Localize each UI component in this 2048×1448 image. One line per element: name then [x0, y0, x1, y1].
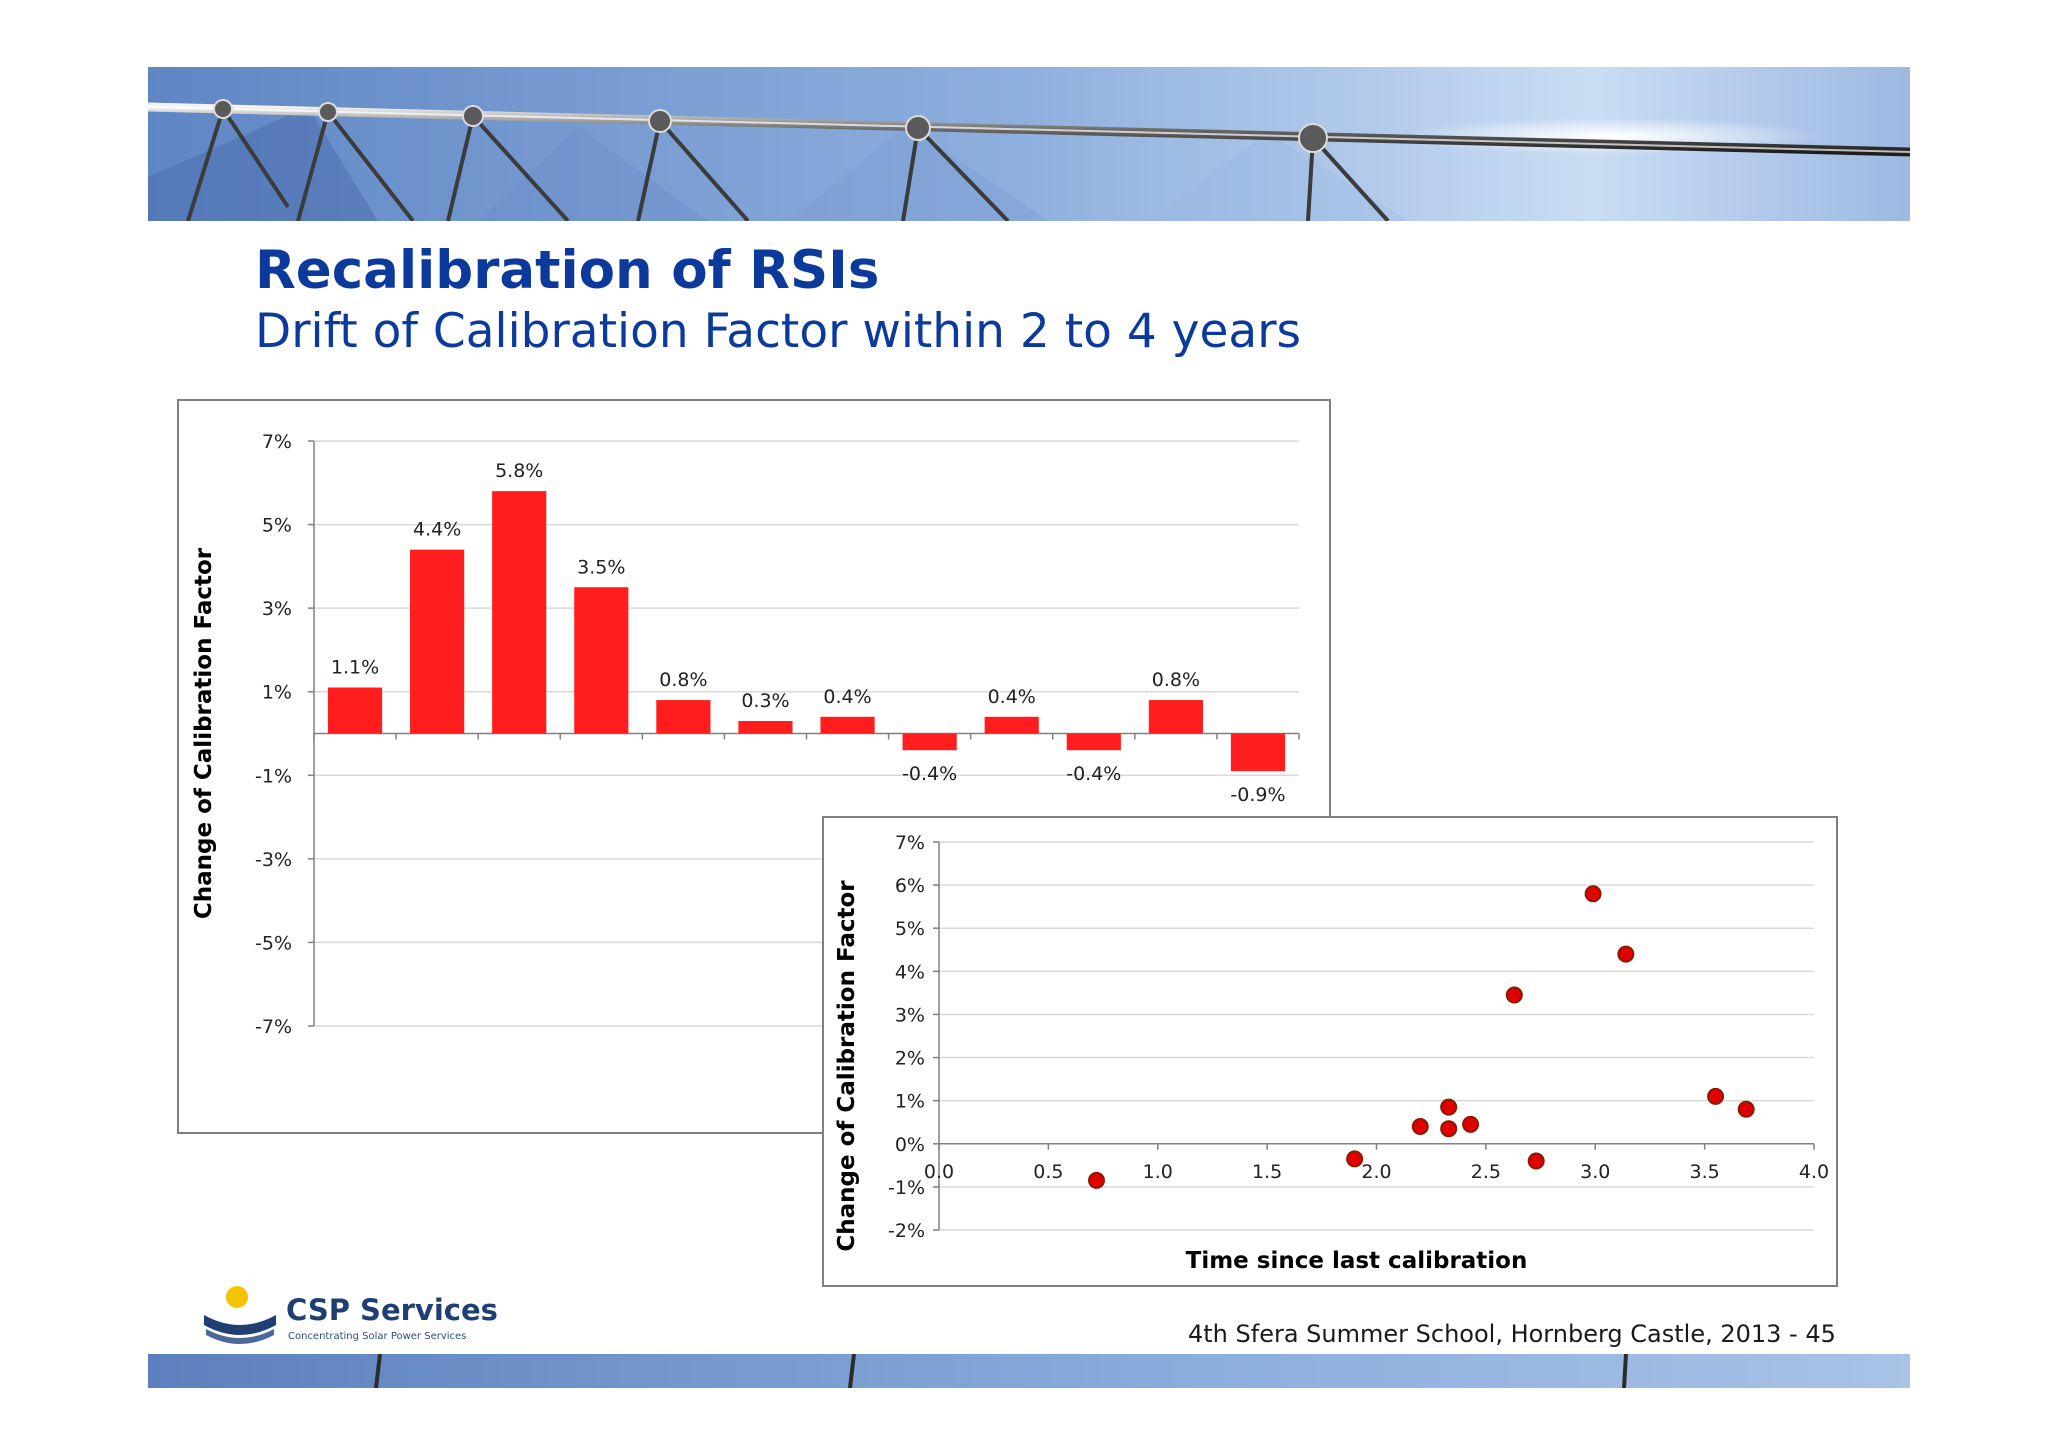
bar-data-label: 0.8%: [1152, 669, 1200, 691]
scatter-y-tick-label: 4%: [895, 961, 925, 983]
scatter-point: [1617, 945, 1635, 963]
header-banner-photo: [148, 67, 1910, 221]
scatter-y-tick-label: 2%: [895, 1048, 925, 1070]
bar: [327, 687, 383, 734]
bar-data-label: 0.4%: [988, 686, 1036, 708]
bar-data-label: 0.4%: [823, 686, 871, 708]
scatter-y-tick-label: -2%: [888, 1220, 925, 1242]
scatter-y-tick-label: 1%: [895, 1091, 925, 1113]
bar: [656, 700, 711, 734]
bar-y-tick-label: -5%: [255, 932, 292, 954]
bar-y-tick-label: -1%: [255, 765, 292, 787]
scatter-point: [1707, 1087, 1725, 1105]
bar: [820, 716, 875, 734]
bar-data-label: 4.4%: [413, 519, 461, 541]
scatter-point: [1462, 1115, 1480, 1133]
scatter-chart: 7% 6% 5% 4% 3% 2% 1% 0% -1% -2% 0.0 0.5 1.0 1.5 2.0 2.5…: [834, 832, 1829, 1274]
scatter-y-tick-label: 5%: [895, 918, 925, 940]
bar: [902, 733, 957, 751]
bar-y-tick-label: 1%: [262, 682, 292, 704]
scatter-point: [1505, 986, 1523, 1004]
bar-y-tick-label: 5%: [262, 515, 292, 537]
bar-data-label: -0.4%: [902, 763, 957, 785]
bar-data-label: -0.4%: [1066, 763, 1121, 785]
scatter-y-tick-label: -1%: [888, 1177, 925, 1199]
slide-subtitle: Drift of Calibration Factor within 2 to …: [255, 304, 1302, 359]
scatter-chart-panel: 7% 6% 5% 4% 3% 2% 1% 0% -1% -2% 0.0 0.5 1.0 1.5 2.0 2.5…: [822, 816, 1838, 1287]
scatter-y-tick-label: 7%: [895, 832, 925, 854]
bar: [738, 720, 793, 734]
scatter-point: [1584, 885, 1602, 903]
bar-data-label: 1.1%: [331, 657, 379, 679]
scatter-y-tick-label: 3%: [895, 1004, 925, 1026]
scatter-x-tick-label: 3.5: [1690, 1161, 1720, 1183]
scatter-x-tick-label: 1.5: [1252, 1161, 1282, 1183]
bar: [1148, 700, 1203, 734]
slide-title: Recalibration of RSIs: [255, 240, 880, 301]
scatter-x-tick-label: 0.0: [924, 1161, 954, 1183]
scatter-x-tick-label: 0.5: [1033, 1161, 1063, 1183]
bar: [1230, 733, 1286, 772]
bar-chart: 7% 5% 3% 1% -1% -3% -5% -7% 1.1% 4.4% 5.8% 3.5% 0.8%…: [191, 431, 1300, 1038]
scatter-x-tick-label: 3.0: [1580, 1161, 1610, 1183]
scatter-x-axis-title: Time since last calibration: [1186, 1248, 1528, 1274]
sun-over-dish-icon: [204, 1286, 276, 1344]
logo-tagline: Concentrating Solar Power Services: [288, 1331, 467, 1342]
scatter-point: [1440, 1098, 1458, 1116]
footer-strip-image: [148, 1354, 1910, 1388]
bar-data-label: 0.3%: [741, 690, 789, 712]
bar: [574, 587, 629, 734]
scatter-point: [1527, 1152, 1545, 1170]
bar-data-label: 5.8%: [495, 460, 543, 482]
csp-services-logo: CSP Services Concentrating Solar Power S…: [200, 1283, 500, 1353]
footer-text: 4th Sfera Summer School, Hornberg Castle…: [1188, 1320, 1836, 1348]
scatter-y-tick-label: 0%: [895, 1134, 925, 1156]
footer-banner-photo: [148, 1354, 1910, 1388]
bar-y-axis-title: Change of Calibration Factor: [191, 547, 217, 919]
bar: [1066, 733, 1121, 751]
scatter-x-tick-label: 1.0: [1143, 1161, 1173, 1183]
scatter-y-tick-label: 6%: [895, 875, 925, 897]
scatter-y-axis-title: Change of Calibration Factor: [834, 880, 860, 1252]
bar: [410, 549, 465, 734]
bar-y-tick-label: 7%: [262, 431, 292, 453]
bar: [984, 716, 1039, 734]
scatter-x-tick-label: 2.5: [1471, 1161, 1501, 1183]
bar-y-tick-label: 3%: [262, 598, 292, 620]
solar-collector-image: [148, 67, 1910, 221]
bar: [492, 491, 547, 734]
bar-y-tick-label: -7%: [255, 1016, 292, 1038]
scatter-x-tick-label: 4.0: [1799, 1161, 1829, 1183]
bar-data-label: -0.9%: [1230, 784, 1285, 806]
scatter-point: [1346, 1150, 1364, 1168]
scatter-point: [1088, 1171, 1105, 1189]
scatter-point: [1440, 1120, 1458, 1138]
scatter-point: [1737, 1100, 1755, 1118]
bar-y-tick-label: -3%: [255, 849, 292, 871]
bar-data-label: 3.5%: [577, 556, 625, 578]
scatter-x-tick-label: 2.0: [1361, 1161, 1391, 1183]
scatter-point: [1411, 1118, 1429, 1136]
bar-data-label: 0.8%: [659, 669, 707, 691]
logo-name: CSP Services: [286, 1293, 498, 1327]
